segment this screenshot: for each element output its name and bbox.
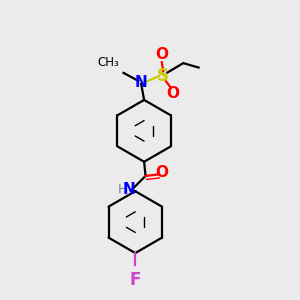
- Text: O: O: [155, 166, 168, 181]
- Text: S: S: [157, 67, 169, 85]
- Text: O: O: [155, 47, 168, 62]
- Text: N: N: [122, 182, 135, 197]
- Text: CH₃: CH₃: [97, 56, 119, 69]
- Text: N: N: [135, 75, 148, 90]
- Text: H: H: [118, 183, 127, 196]
- Text: F: F: [130, 271, 141, 289]
- Text: O: O: [167, 86, 179, 101]
